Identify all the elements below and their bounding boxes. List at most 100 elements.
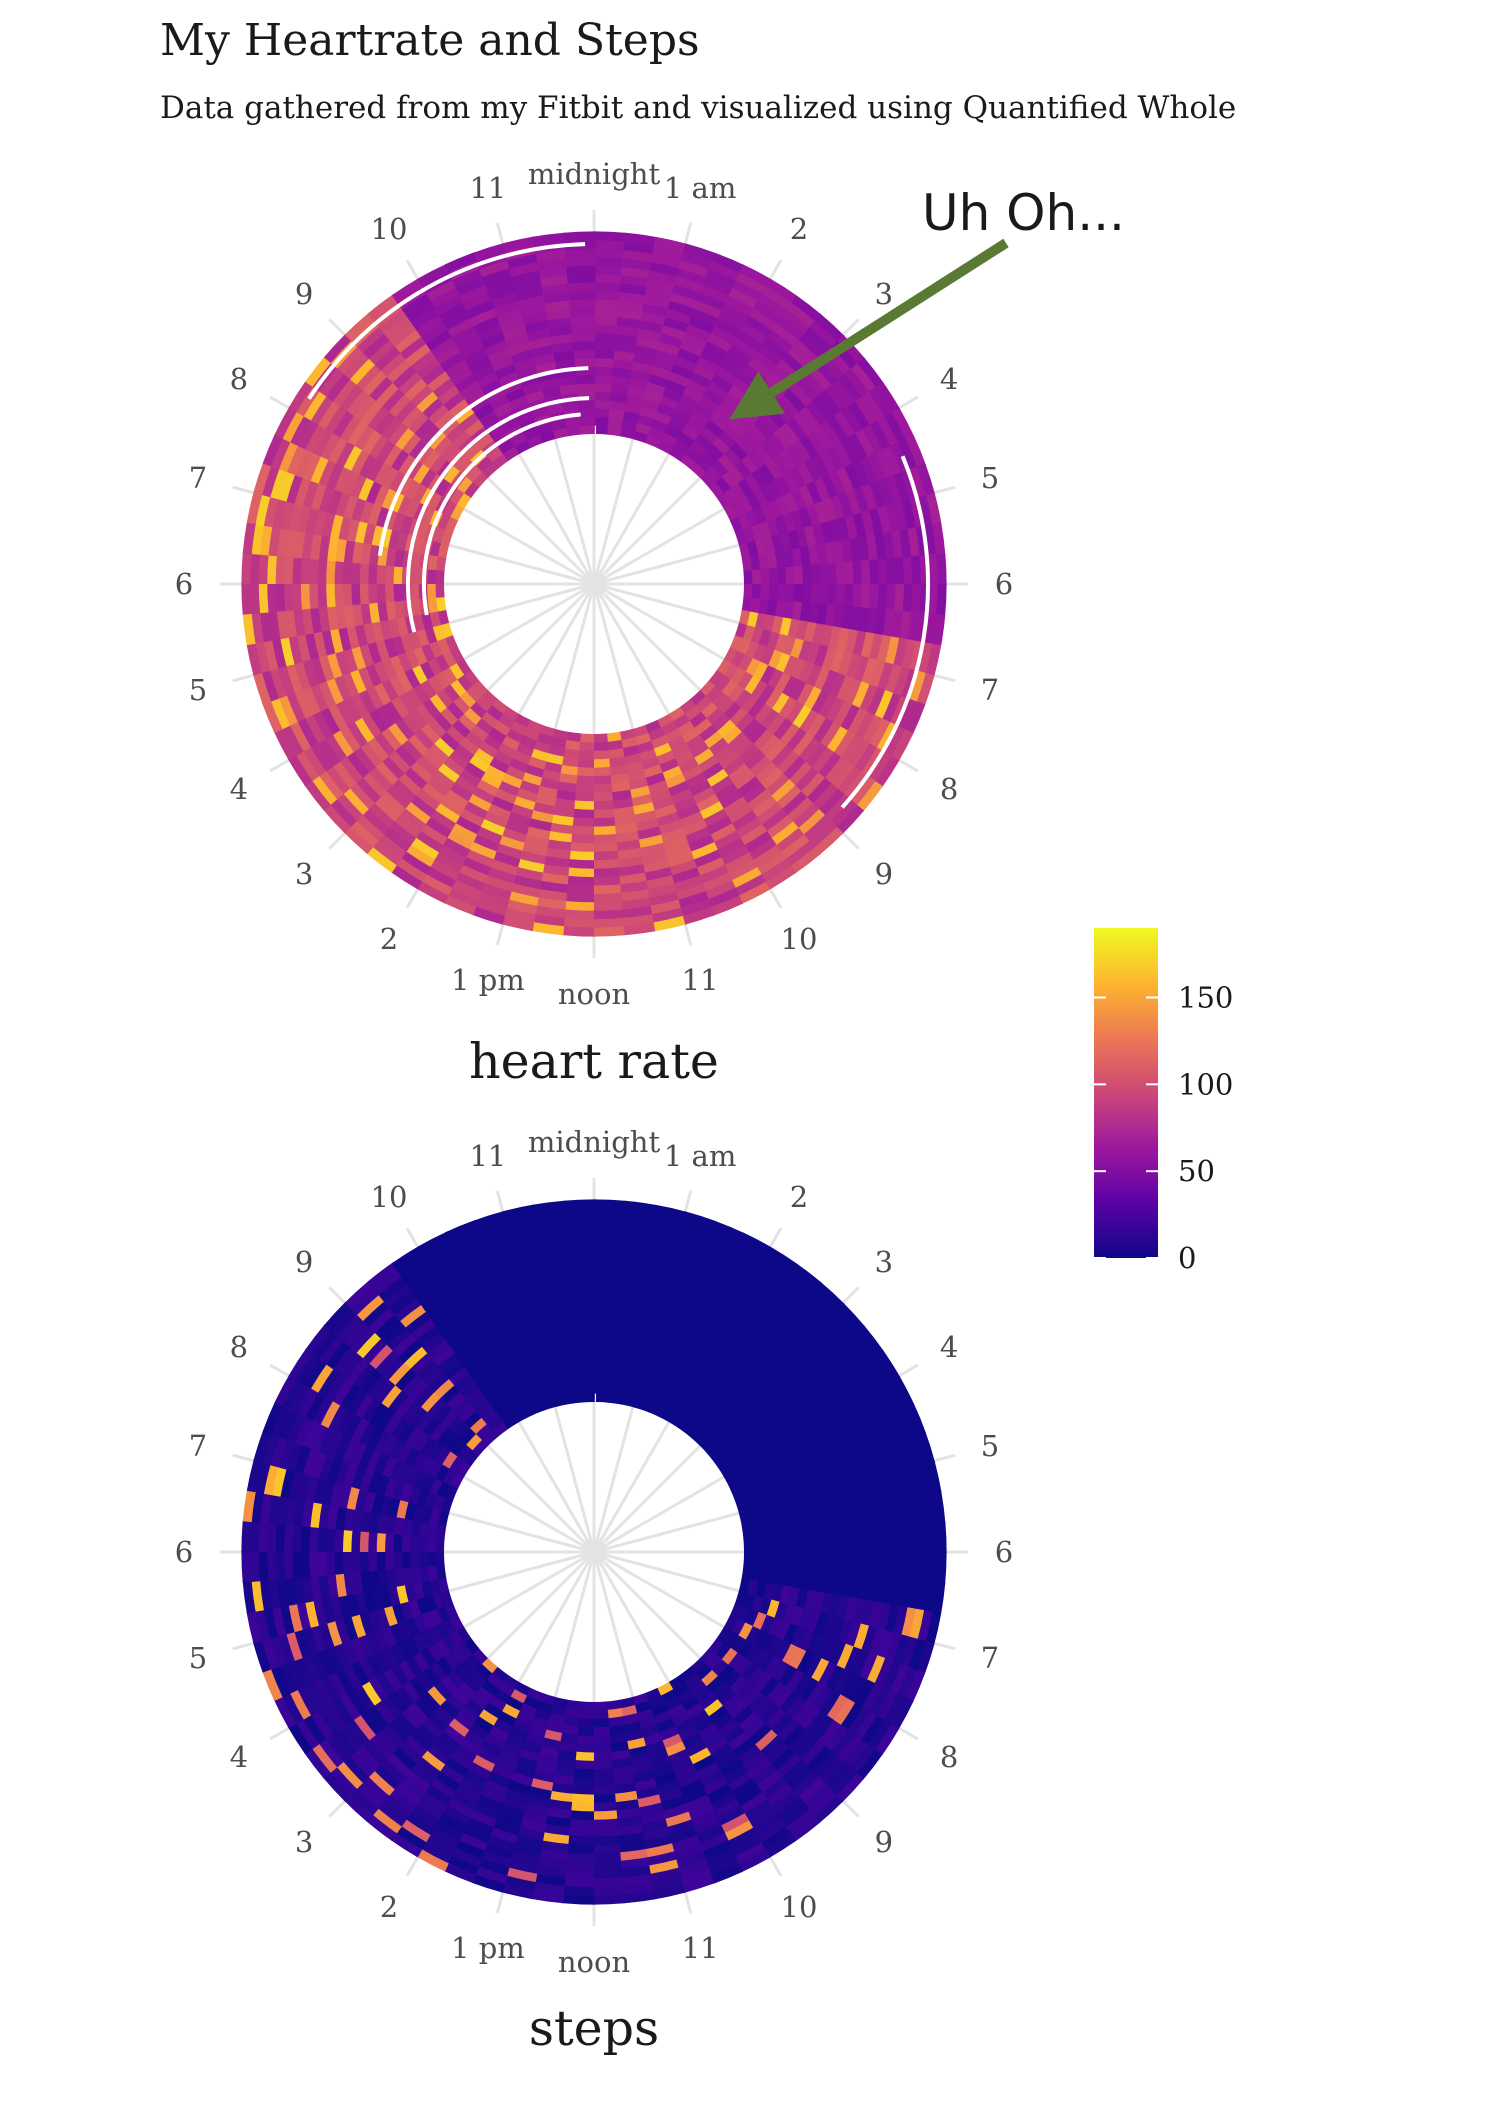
heatmap-cell (874, 1658, 894, 1689)
heatmap-cell (798, 506, 813, 529)
heatmap-cell (434, 583, 445, 598)
heatmap-cell (819, 1690, 841, 1717)
heatmap-cell (869, 1527, 880, 1554)
heatmap-cell (319, 366, 345, 397)
heatmap-cell (254, 640, 271, 674)
heatmap-cell (441, 666, 458, 685)
heatmap-cell (429, 1421, 448, 1442)
heatmap-cell (665, 379, 688, 396)
heatmap-cell (326, 1573, 339, 1599)
heatmap-cell (867, 1420, 887, 1451)
heatmap-cell (836, 1484, 851, 1510)
heatmap-cell (731, 500, 747, 518)
heatmap-cell (667, 1749, 690, 1766)
heatmap-cell (311, 774, 338, 806)
heatmap-cell (552, 1696, 568, 1709)
heatmap-cell (883, 1693, 906, 1726)
heatmap-cell (751, 468, 769, 489)
heatmap-cell (707, 1301, 734, 1321)
heatmap-cell (698, 801, 724, 821)
heatmap-cell (335, 440, 356, 468)
heatmap-cell (570, 1793, 594, 1804)
heatmap-cell (563, 1376, 581, 1388)
heatmap-cell (549, 1790, 573, 1803)
heatmap-cell (283, 582, 294, 612)
heatmap-cell (650, 1221, 683, 1237)
heatmap-cell (648, 373, 670, 389)
hour-label: 7 (981, 1641, 999, 1675)
heatmap-cell (452, 695, 471, 715)
heatmap-cell (516, 1333, 539, 1348)
heatmap-cell (594, 1216, 625, 1227)
heatmap-cell (594, 416, 610, 427)
heatmap-cell (367, 1531, 378, 1552)
heatmap-cell (876, 1690, 899, 1722)
heatmap-cell (775, 495, 792, 517)
heatmap-cell (241, 551, 252, 584)
heatmap-cell (640, 756, 660, 771)
heatmap-cell (730, 650, 746, 669)
heatmap-cell (533, 1381, 552, 1396)
heatmap-cell (695, 696, 713, 713)
heatmap-cell (793, 339, 821, 366)
heatmap-cell (277, 470, 296, 502)
hour-label: 9 (295, 1245, 313, 1279)
heatmap-cell (267, 610, 281, 641)
heatmap-cell (318, 1573, 331, 1601)
heatmap-cell (664, 1392, 683, 1408)
heatmap-cell (309, 1624, 327, 1653)
heatmap-cell (766, 599, 778, 617)
heatmap-cell (830, 761, 856, 791)
heatmap-cell (404, 478, 421, 500)
heatmap-cell (650, 907, 684, 924)
heatmap-cell (568, 290, 596, 301)
heatmap-cell (925, 1611, 942, 1645)
heatmap-cell (650, 1703, 669, 1718)
heatmap-cell (496, 1276, 524, 1293)
heatmap-cell (777, 1362, 801, 1387)
heatmap-cell (334, 1458, 351, 1485)
heatmap-cell (317, 1526, 328, 1552)
heatmap-cell (404, 687, 423, 709)
heatmap-cell (796, 462, 815, 487)
heatmap-cell (806, 1471, 822, 1495)
heatmap-cell (649, 1756, 672, 1771)
heatmap-cell (689, 711, 707, 729)
heatmap-cell (376, 582, 386, 603)
heatmap-cell (735, 1785, 763, 1808)
heatmap-cell (420, 321, 449, 344)
heatmap-cell (483, 1842, 514, 1861)
heatmap-cell (596, 1393, 609, 1403)
heatmap-cell (726, 803, 753, 825)
heatmap-cell (826, 1413, 846, 1441)
heatmap-cell (297, 1386, 320, 1418)
heatmap-cell (737, 671, 754, 691)
heatmap-cell (565, 884, 594, 895)
heatmap-cell (823, 1762, 852, 1791)
heatmap-cell (507, 891, 539, 907)
heatmap-cell (721, 471, 739, 489)
heatmap-cell (379, 790, 406, 816)
heatmap-cell (711, 252, 745, 274)
heatmap-cell (747, 1391, 769, 1414)
heatmap-cell (664, 1741, 687, 1758)
heatmap-cell (774, 1518, 786, 1537)
heatmap-cell (464, 1386, 485, 1405)
heatmap-cell (271, 637, 287, 669)
heatmap-cell (655, 1718, 676, 1734)
heatmap-cell (455, 1626, 472, 1644)
heatmap-cell (531, 1890, 565, 1904)
heatmap-cell (700, 1439, 717, 1457)
heatmap-cell (279, 499, 296, 531)
heatmap-cell (614, 1799, 640, 1812)
heatmap-cell (594, 1241, 623, 1252)
heatmap-cell (521, 772, 543, 787)
heatmap-cell (917, 494, 934, 528)
heatmap-cell (620, 897, 651, 911)
heatmap-cell (565, 256, 596, 267)
heatmap-cell (792, 803, 820, 830)
heatmap-cell (820, 420, 842, 448)
heatmap-cell (884, 1604, 900, 1634)
heatmap-cell (814, 500, 830, 525)
heatmap-cell (674, 275, 705, 294)
